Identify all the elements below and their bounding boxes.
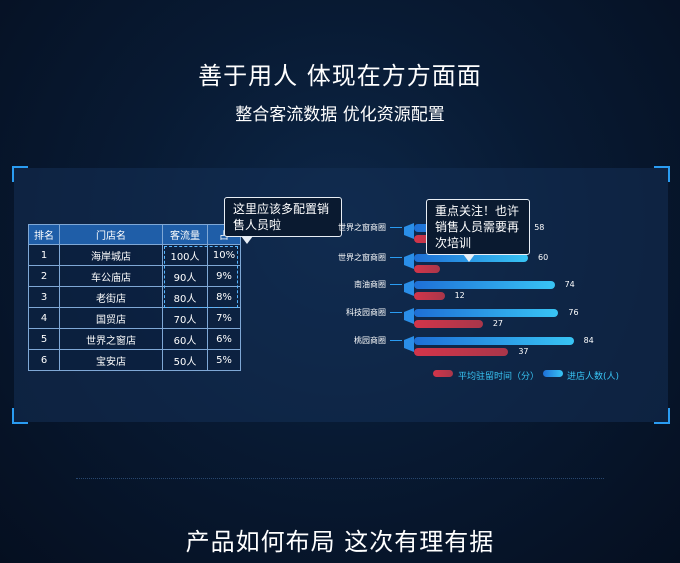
- category-bracket: [390, 227, 402, 236]
- table-row: 4 国贸店 70人 7%: [28, 307, 241, 329]
- category-marker: [404, 223, 414, 239]
- table-row: 6 宝安店 50人 5%: [28, 349, 241, 371]
- traffic-cell: 80人: [162, 286, 208, 308]
- store-ranking-table: 排名 门店名 客流量 占 1 海岸城店 100人 10% 2 车公庙店 90人 …: [28, 224, 241, 371]
- value-label-visitors: 84: [583, 336, 594, 345]
- share-cell: 10%: [207, 244, 241, 266]
- header-rank: 排名: [28, 224, 60, 245]
- rank-cell: 5: [28, 328, 60, 350]
- bar-dwell-time: [414, 348, 509, 356]
- rank-cell: 4: [28, 307, 60, 329]
- category-label: 世界之窗商圈: [338, 223, 386, 232]
- legend-swatch-red: [433, 370, 453, 377]
- divider: [76, 478, 604, 479]
- category-label: 科技园商圈: [346, 308, 386, 317]
- traffic-cell: 60人: [162, 328, 208, 350]
- callout-text: 重点关注！也许销售人员需要再次培训: [435, 204, 520, 250]
- store-cell: 老街店: [59, 286, 163, 308]
- table-row: 3 老街店 80人 8%: [28, 286, 241, 308]
- callout-bubble-training: 重点关注！也许销售人员需要再次培训: [426, 199, 530, 262]
- table-row: 5 世界之窗店 60人 6%: [28, 328, 241, 350]
- bar-dwell-time: [414, 265, 440, 273]
- share-cell: 8%: [207, 286, 241, 308]
- store-cell: 车公庙店: [59, 265, 163, 287]
- callout-bubble-staffing: 这里应该多配置销售人员啦: [224, 197, 342, 244]
- store-cell: 世界之窗店: [59, 328, 163, 350]
- store-cell: 宝安店: [59, 349, 163, 371]
- bar-visitors: [414, 281, 555, 289]
- traffic-cell: 90人: [162, 265, 208, 287]
- subheadline: 整合客流数据 优化资源配置: [235, 105, 445, 125]
- footer-slogan: 产品如何布局 这次有理有据: [185, 528, 495, 556]
- category-marker: [404, 336, 414, 352]
- store-cell: 海岸城店: [59, 244, 163, 266]
- value-label-visitors: 76: [568, 308, 579, 317]
- category-bracket: [390, 284, 402, 293]
- store-cell: 国贸店: [59, 307, 163, 329]
- category-bracket: [390, 340, 402, 349]
- header-store: 门店名: [59, 224, 163, 245]
- category-label: 桃园商圈: [354, 336, 386, 345]
- traffic-cell: 70人: [162, 307, 208, 329]
- callout-text: 这里应该多配置销售人员啦: [233, 202, 330, 232]
- rank-cell: 1: [28, 244, 60, 266]
- value-label-visitors: 58: [534, 223, 545, 232]
- callout-tail: [241, 236, 253, 244]
- share-cell: 7%: [207, 307, 241, 329]
- category-marker: [404, 308, 414, 324]
- value-label-visitors: 60: [538, 253, 549, 262]
- share-cell: 5%: [207, 349, 241, 371]
- corner-decoration: [654, 166, 670, 182]
- category-marker: [404, 280, 414, 296]
- share-cell: 6%: [207, 328, 241, 350]
- legend-label-red: 平均驻留时间（分）: [458, 372, 540, 382]
- category-label: 世界之窗商圈: [338, 253, 386, 262]
- value-label-dwell-time: 37: [518, 347, 529, 356]
- traffic-cell: 100人: [162, 244, 208, 266]
- legend-label-blue: 进店人数(人): [567, 372, 620, 382]
- rank-cell: 6: [28, 349, 60, 371]
- bar-visitors: [414, 309, 559, 317]
- rank-cell: 2: [28, 265, 60, 287]
- legend-swatch-blue: [543, 370, 563, 377]
- bar-dwell-time: [414, 292, 445, 300]
- headline: 善于用人 体现在方方面面: [198, 62, 482, 90]
- bar-visitors: [414, 337, 574, 345]
- callout-tail: [463, 254, 475, 262]
- category-bracket: [390, 257, 402, 266]
- value-label-visitors: 74: [564, 280, 575, 289]
- highlight-box: [164, 246, 238, 308]
- category-label: 南油商圈: [354, 280, 386, 289]
- corner-decoration: [654, 408, 670, 424]
- traffic-cell: 50人: [162, 349, 208, 371]
- header-traffic: 客流量: [162, 224, 208, 245]
- category-marker: [404, 253, 414, 269]
- corner-decoration: [12, 408, 28, 424]
- rank-cell: 3: [28, 286, 60, 308]
- value-label-dwell-time: 27: [492, 319, 504, 328]
- category-bracket: [390, 312, 402, 321]
- bar-dwell-time: [414, 320, 483, 328]
- corner-decoration: [12, 166, 28, 182]
- value-label-dwell-time: 12: [454, 291, 465, 300]
